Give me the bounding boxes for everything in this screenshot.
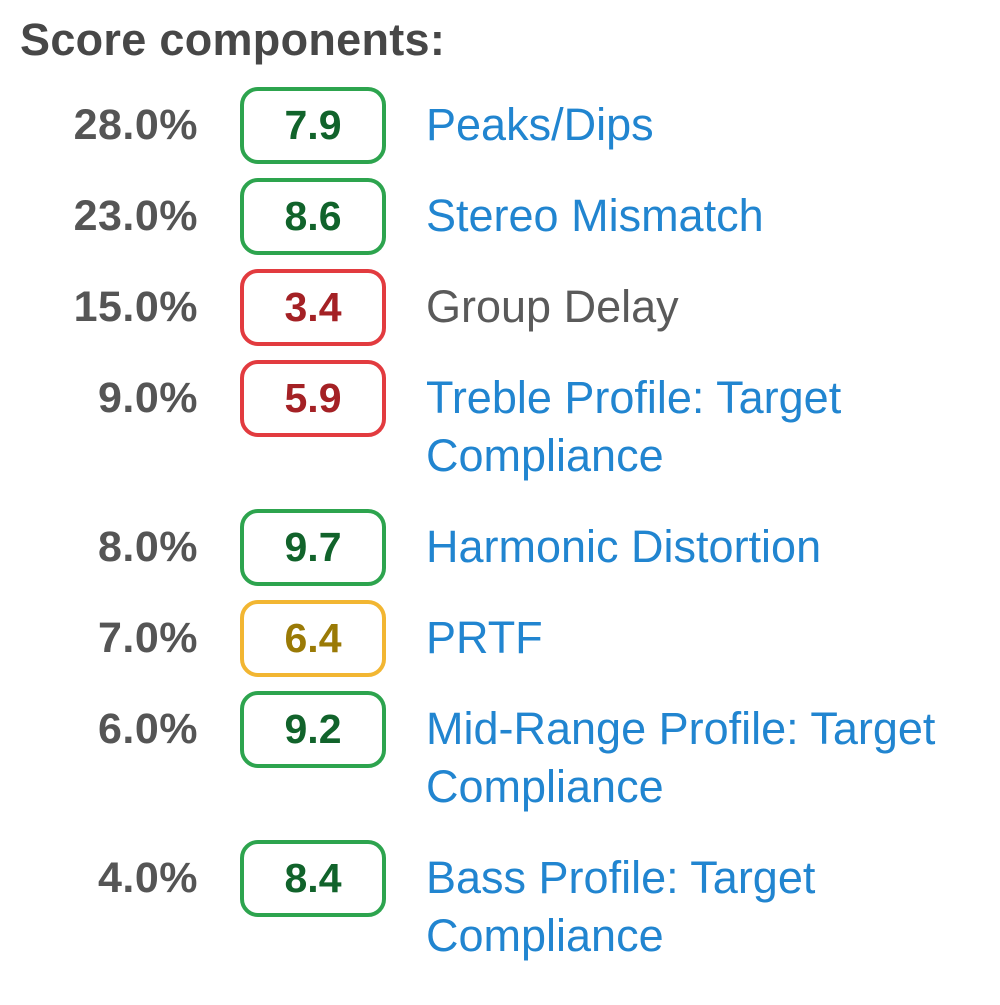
component-label-link[interactable]: Mid-Range Profile: Target Compliance	[426, 703, 936, 812]
component-weight: 23.0%	[73, 192, 198, 240]
score-component-row: 9.0% 5.9 Treble Profile: Target Complian…	[20, 359, 988, 485]
score-components-heading: Score components:	[20, 14, 446, 65]
component-label: Group Delay	[426, 281, 679, 332]
component-label-link[interactable]: Bass Profile: Target Compliance	[426, 852, 816, 961]
component-weight: 7.0%	[97, 614, 198, 662]
component-label-link[interactable]: Harmonic Distortion	[426, 521, 822, 572]
component-weight: 15.0%	[73, 283, 198, 331]
component-score-badge: 6.4	[240, 599, 386, 677]
component-score-badge-cell: 7.9	[238, 86, 388, 164]
component-weight: 9.0%	[97, 374, 198, 422]
component-score-badge-cell: 8.4	[238, 839, 388, 917]
component-weight: 4.0%	[97, 854, 198, 902]
score-component-row: 15.0% 3.4 Group Delay	[20, 268, 988, 346]
score-component-row: 28.0% 7.9 Peaks/Dips	[20, 86, 988, 164]
component-score-badge-cell: 8.6	[238, 177, 388, 255]
component-score-badge: 8.6	[240, 177, 386, 255]
component-weight: 6.0%	[97, 705, 198, 753]
score-component-row: 7.0% 6.4 PRTF	[20, 599, 988, 677]
component-label-link[interactable]: Peaks/Dips	[426, 99, 654, 150]
component-score-badge-cell: 9.2	[238, 690, 388, 768]
score-component-row: 6.0% 9.2 Mid-Range Profile: Target Compl…	[20, 690, 988, 816]
component-score-badge-cell: 5.9	[238, 359, 388, 437]
component-label-link[interactable]: Stereo Mismatch	[426, 190, 764, 241]
score-component-row: 8.0% 9.7 Harmonic Distortion	[20, 508, 988, 586]
component-label-link[interactable]: Treble Profile: Target Compliance	[426, 372, 842, 481]
component-weight: 28.0%	[73, 101, 198, 149]
component-label-link[interactable]: PRTF	[426, 612, 543, 663]
component-score-badge: 5.9	[240, 359, 386, 437]
component-score-badge-cell: 9.7	[238, 508, 388, 586]
component-weight: 8.0%	[97, 523, 198, 571]
component-score-badge: 3.4	[240, 268, 386, 346]
score-component-row: 4.0% 8.4 Bass Profile: Target Compliance	[20, 839, 988, 965]
component-score-badge: 9.2	[240, 690, 386, 768]
component-score-badge-cell: 3.4	[238, 268, 388, 346]
component-score-badge-cell: 6.4	[238, 599, 388, 677]
score-components-list: 28.0% 7.9 Peaks/Dips 23.0% 8.6 Stereo Mi…	[20, 86, 988, 965]
component-score-badge: 9.7	[240, 508, 386, 586]
component-score-badge: 8.4	[240, 839, 386, 917]
score-component-row: 23.0% 8.6 Stereo Mismatch	[20, 177, 988, 255]
component-score-badge: 7.9	[240, 86, 386, 164]
